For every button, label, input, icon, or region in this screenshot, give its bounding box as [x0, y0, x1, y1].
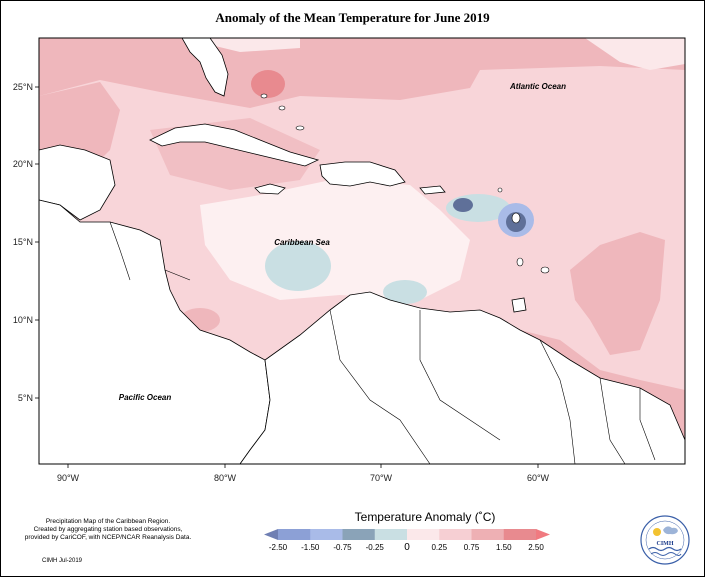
- island-bahamas-1: [260, 93, 268, 99]
- colorbar: [264, 529, 550, 540]
- land-hispaniola: [319, 161, 406, 187]
- cimh-logo: CIMH: [640, 515, 690, 565]
- anomaly-cool-south: [383, 280, 427, 304]
- legend-tick-label: -1.50: [301, 543, 320, 552]
- logo-text: CIMH: [657, 541, 674, 547]
- lon-label-90: 90°W: [57, 473, 80, 483]
- colorbar-segment: [471, 529, 505, 540]
- island-antigua: [497, 187, 503, 193]
- island-barbados: [540, 266, 550, 274]
- small-islands: [260, 93, 550, 274]
- land-jamaica: [254, 183, 286, 195]
- border-4: [639, 388, 656, 461]
- lon-label-60: 60°W: [527, 473, 550, 483]
- pacific-ocean-label: Pacific Ocean: [119, 393, 172, 402]
- colorbar-segment: [374, 529, 408, 540]
- border-2: [539, 339, 576, 464]
- lat-ticks: [35, 86, 39, 399]
- credits: Precipitation Map of the Caribbean Regio…: [14, 518, 202, 542]
- legend-tick-label: 0.25: [431, 543, 448, 552]
- anomaly-neutral-ne: [585, 38, 685, 70]
- legend-tick-label: -0.75: [333, 543, 352, 552]
- border-6: [109, 221, 131, 281]
- map-border: [38, 37, 686, 465]
- land-cuba: [149, 123, 320, 167]
- land: [39, 38, 685, 464]
- colorbar-arrow-left: [264, 529, 278, 540]
- credit-line-3: provided by CariCOF, with NCEP/NCAR Rean…: [24, 534, 192, 541]
- legend-tick-label: 0.75: [463, 543, 480, 552]
- legend-tick-label: -0.25: [365, 543, 384, 552]
- wave-icon: [648, 546, 682, 552]
- borders: [109, 221, 656, 464]
- colorbar-arrow-right: [536, 529, 550, 540]
- sun-icon: [653, 528, 661, 536]
- colorbar-segment: [278, 529, 311, 540]
- colorbar-segment: [503, 529, 537, 540]
- island-bahamas-2: [278, 105, 286, 111]
- lat-label-5: 5°N: [18, 393, 33, 403]
- lat-label-20: 20°N: [13, 159, 33, 169]
- colorbar-segment: [439, 529, 472, 540]
- lat-label-15: 15°N: [13, 237, 33, 247]
- lat-label-25: 25°N: [13, 82, 33, 92]
- lon-ticks: [67, 464, 539, 468]
- credit-date: CIMH Jul-2019: [42, 558, 83, 564]
- map-field: [39, 38, 685, 464]
- land-trinidad: [511, 297, 527, 313]
- anomaly-hot-bahamas: [251, 70, 285, 98]
- lon-label-80: 80°W: [214, 473, 237, 483]
- island-guadeloupe: [511, 212, 521, 224]
- legend-tick-label: -2.50: [268, 543, 288, 552]
- legend-ticks: -2.50 -1.50 -0.75 -0.25 0 0.25 0.75 1.50 2.50: [0, 542, 705, 555]
- border-3: [599, 377, 626, 464]
- legend-tick-label: 1.50: [495, 543, 512, 552]
- lat-label-10: 10°N: [13, 315, 33, 325]
- cloud-icon: [663, 526, 678, 535]
- legend-tick-label: 2.50: [528, 543, 544, 552]
- credit-line-2: Created by aggregating station based obs…: [33, 526, 183, 533]
- anomaly-warm-atlantic: [570, 232, 665, 355]
- anomaly-cool-central: [265, 241, 331, 291]
- island-stvincent: [516, 257, 524, 267]
- caribbean-sea-label: Caribbean Sea: [274, 238, 330, 247]
- land-florida: [181, 38, 229, 97]
- legend-tick-label: 0: [404, 542, 410, 553]
- lon-label-70: 70°W: [370, 473, 393, 483]
- colorbar-segment: [310, 529, 343, 540]
- colorbar-segment: [342, 529, 376, 540]
- legend-title: Temperature Anomaly (˚C): [354, 510, 496, 524]
- border-5: [329, 309, 431, 464]
- anomaly-cold-spot-1: [453, 198, 473, 212]
- colorbar-segment: [407, 529, 440, 540]
- border-1: [419, 310, 501, 441]
- credit-line-1: Precipitation Map of the Caribbean Regio…: [45, 518, 171, 525]
- atlantic-ocean-label: Atlantic Ocean: [509, 82, 566, 91]
- border-7: [164, 269, 191, 281]
- map-title: Anomaly of the Mean Temperature for June…: [215, 10, 490, 25]
- island-bahamas-3: [295, 125, 305, 131]
- land-puerto-rico: [419, 185, 446, 195]
